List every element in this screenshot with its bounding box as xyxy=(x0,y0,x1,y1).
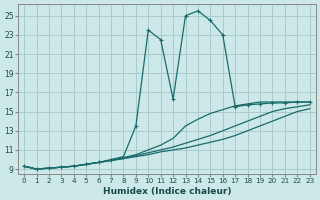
X-axis label: Humidex (Indice chaleur): Humidex (Indice chaleur) xyxy=(103,187,231,196)
